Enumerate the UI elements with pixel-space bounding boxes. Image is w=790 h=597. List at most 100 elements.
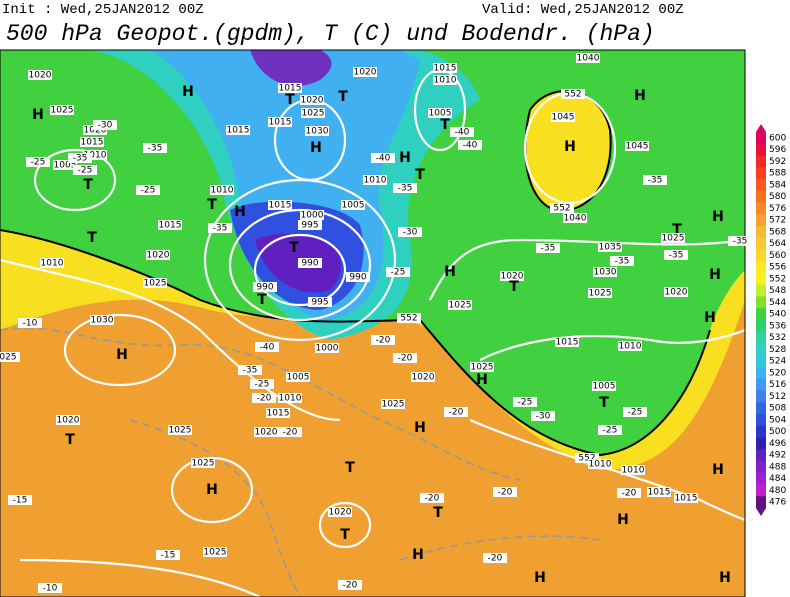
colorbar-label: 496 [769,439,786,449]
map-label-box [315,343,339,353]
map-label-box [428,108,452,118]
map-label-box [448,300,472,310]
colorbar-label: 564 [769,239,786,249]
map-label-box [338,580,362,590]
pressure-center-label: T [65,432,75,448]
colorbar-swatch [756,390,766,403]
map-label-box [254,427,278,437]
contour-label: -35 [213,224,228,234]
map-label-box [255,342,279,352]
colorbar-label: 512 [769,392,786,402]
isobar [0,258,341,422]
contour-label: -25 [141,186,156,196]
contour-label: -30 [403,228,418,238]
pressure-center-label: H [399,150,411,166]
map-label-box [397,313,421,323]
map-label-box [433,75,457,85]
contour-label: -25 [78,166,93,176]
map-label-box [143,278,167,288]
contour-label: 1020 [29,71,52,81]
map-label-box [664,250,688,260]
colorbar-swatch [756,190,766,203]
map-label-box [371,153,395,163]
map-label-box [93,120,117,130]
contour-label: -35 [73,154,88,164]
map-label-box [500,271,524,281]
map-label-box [252,393,276,403]
map-label-box [674,493,698,503]
contour-label: 1015 [227,126,250,136]
contour-label: 1020 [147,251,170,261]
map-label-box [168,425,192,435]
colorbar-swatch [756,320,766,333]
map-label-box [328,507,352,517]
contour-label: 1015 [675,494,698,504]
contour-label: -35 [648,176,663,186]
colorbar-swatch [756,472,766,485]
map-label-box [470,362,494,372]
field-yellow-high [525,91,611,211]
isobar [19,558,261,597]
map-label-box [0,352,20,362]
colorbar-swatch [756,437,766,450]
map-label-box [555,337,579,347]
map-label-box [664,287,688,297]
contour-label: 1030 [594,268,617,278]
colorbar-swatch [756,425,766,438]
map-label-box [300,210,324,220]
contour-label: 1025 [302,109,325,119]
map-label-box [618,341,642,351]
map-label-box [80,137,104,147]
map-label-box [420,493,444,503]
contour-label: 990 [301,259,318,269]
colorbar-label: 572 [769,216,786,226]
contour-label: 1010 [41,259,64,269]
pressure-center-label: T [257,292,267,308]
map-label-box [575,453,599,463]
map-label-box [300,95,324,105]
colorbar-swatch [756,284,766,297]
map-label-box [513,397,537,407]
colorbar-swatch [756,378,766,391]
contour-label: 1040 [577,54,600,64]
colorbar-label: 500 [769,427,786,437]
colorbar-label: 504 [769,415,786,425]
map-label-box [136,185,160,195]
contour-label: 1005 [287,373,310,383]
map-label-box [158,220,182,230]
pressure-center-label: H [182,84,194,100]
map-label-box [250,379,274,389]
contour-label: 1020 [255,428,278,438]
contour-label: -20 [376,336,391,346]
map-label-box [593,267,617,277]
colorbar-swatch [756,155,766,168]
contour-label: -40 [455,128,470,138]
map-frame [0,49,746,597]
contour-label: 1025 [662,234,685,244]
map-field [0,50,745,597]
colorbar-swatch [756,167,766,180]
contour-label: -35 [669,251,684,261]
contour-label: -20 [622,489,637,499]
colorbar-label: 520 [769,368,786,378]
map-labels: H102010251020101510101005-25-25TT-251010… [0,53,752,594]
contour-label: -20 [398,354,413,364]
contour-label: 1020 [84,126,107,136]
map-label-box [266,408,290,418]
contour-label: -25 [603,426,618,436]
contour-label: -40 [376,154,391,164]
contour-label: 552 [553,204,570,214]
colorbar-label: 492 [769,451,786,461]
map-label-box [450,127,474,137]
colorbar-label: 536 [769,321,786,331]
colorbar-label: 568 [769,227,786,237]
pressure-center-label: T [345,460,355,476]
map-label-box [26,157,50,167]
isobar [318,501,372,549]
colorbar-swatch [756,202,766,215]
map-label-box [617,488,641,498]
contour-label: 995 [301,221,318,231]
colorbar-label: 532 [769,333,786,343]
contour-label: 1015 [159,221,182,231]
